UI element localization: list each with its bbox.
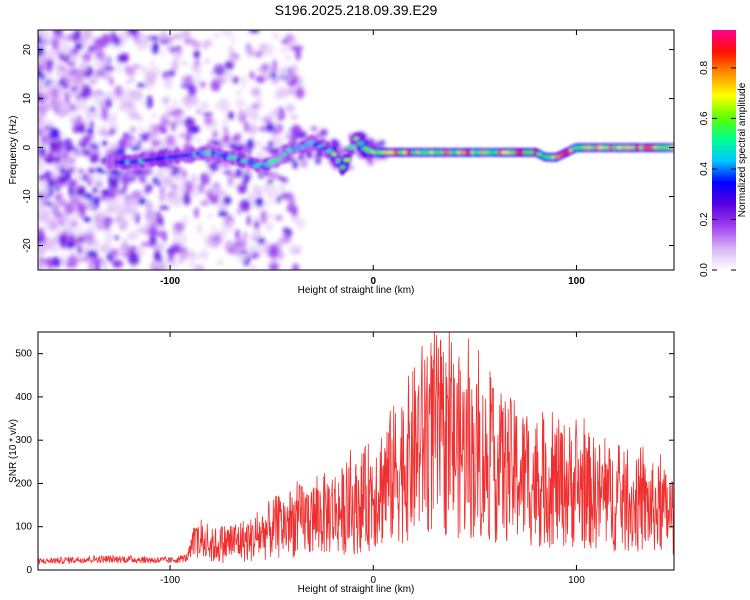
snr-x-tick-label: -100 <box>160 575 180 586</box>
colorbar-tick-label: 0.8 <box>699 61 710 75</box>
snr-y-tick-label: 0 <box>26 565 32 576</box>
spectrogram-x-tick-label: 0 <box>370 276 376 287</box>
colorbar-tick-label: 0.4 <box>699 162 710 176</box>
snr-panel: -100 0 100 0 100 200 300 400 500 Height of stra… <box>8 331 675 595</box>
colorbar-gradient <box>712 30 736 270</box>
snr-y-tick-label: 200 <box>15 478 32 489</box>
snr-x-label: Height of straight line (km) <box>298 584 415 595</box>
colorbar-tick-label: 0.2 <box>699 212 710 226</box>
spectrogram-frame <box>37 29 675 271</box>
colorbar-label: Normalized spectral amplitude <box>737 82 748 217</box>
spectrogram-x-ticks: -100 0 100 <box>160 30 585 287</box>
snr-frame <box>37 331 675 571</box>
snr-x-tick-label: 100 <box>568 575 585 586</box>
spectrogram-y-label: Frequency (Hz) <box>8 116 19 185</box>
ridge-layer <box>105 132 674 176</box>
spectrogram-y-ticks: -20 -10 0 10 20 <box>22 44 674 253</box>
spectrogram-y-tick-label: -10 <box>22 189 33 204</box>
snr-y-tick-label: 300 <box>15 435 32 446</box>
spectrogram-x-tick-label: -100 <box>160 276 180 287</box>
figure-title: S196.2025.218.09.39.E29 <box>275 2 438 18</box>
spectrogram-y-tick-label: -20 <box>22 238 33 253</box>
spectrogram-y-tick-label: 0 <box>22 144 33 150</box>
spectrogram-x-label: Height of straight line (km) <box>298 285 415 296</box>
spectrogram-image <box>38 30 674 270</box>
colorbar-tick-label: 0.6 <box>699 111 710 125</box>
spectrogram-y-tick-label: 10 <box>22 93 33 105</box>
spectrogram-x-tick-label: 100 <box>568 276 585 287</box>
snr-y-ticks: 0 100 200 300 400 500 <box>15 349 674 576</box>
spectrogram-y-tick-label: 20 <box>22 44 33 56</box>
snr-y-label: SNR (10 * v/v) <box>8 419 19 483</box>
colorbar-tick-label: 0.0 <box>699 263 710 277</box>
noise-speckle-layer <box>38 30 388 270</box>
snr-x-ticks: -100 0 100 <box>160 332 585 586</box>
snr-y-tick-label: 500 <box>15 349 32 360</box>
colorbar: 0.0 0.2 0.4 0.6 0.8 Normalized spectral ampl… <box>699 30 748 277</box>
colorbar-ticks: 0.0 0.2 0.4 0.6 0.8 <box>699 61 736 277</box>
snr-y-tick-label: 100 <box>15 522 32 533</box>
snr-x-tick-label: 0 <box>370 575 376 586</box>
snr-series-line <box>38 332 674 565</box>
snr-y-tick-label: 400 <box>15 392 32 403</box>
